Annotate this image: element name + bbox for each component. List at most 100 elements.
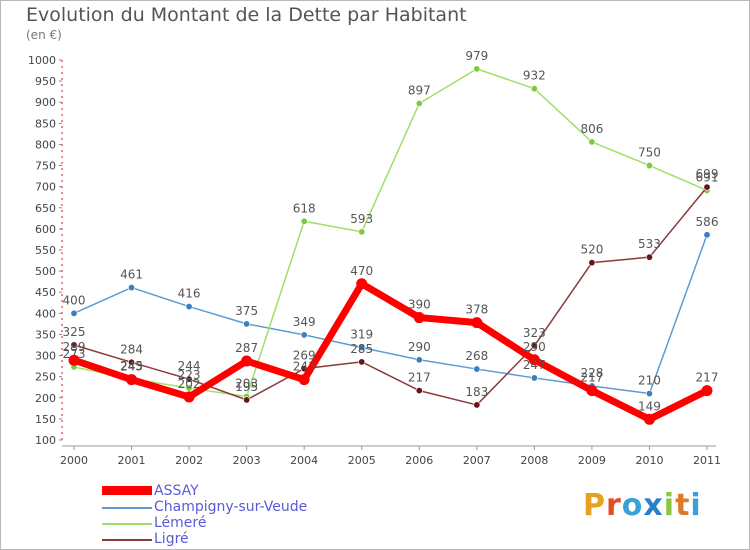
logo-letter: i [690,488,702,523]
data-point-champigny-sur-veude [415,356,423,364]
data-label-assay: 287 [235,341,258,355]
y-tick-label: 550 [35,244,56,257]
data-point-ligre [243,396,251,404]
series-line-champigny-sur-veude [73,234,708,395]
data-label-champigny-sur-veude: 461 [120,268,143,282]
data-point-ligre [703,183,711,191]
data-label-lemere: 897 [408,83,431,97]
logo-letter: P [583,488,606,523]
data-label-lemere: 618 [293,201,316,215]
data-label-assay: 289 [63,340,86,354]
data-point-lemere [185,384,193,392]
data-point-lemere [588,138,596,146]
data-label-lemere: 593 [350,212,373,226]
logo-letter: i [663,488,676,523]
data-label-lemere: 273 [63,347,86,361]
data-label-champigny-sur-veude: 247 [523,358,546,372]
data-point-champigny-sur-veude [358,344,366,352]
data-label-champigny-sur-veude: 416 [178,287,201,301]
data-point-ligre [530,342,538,350]
data-point-lemere [645,162,653,170]
data-point-champigny-sur-veude [530,374,538,382]
data-point-assay [471,317,483,329]
data-label-ligre: 183 [465,385,488,399]
data-point-assay [126,374,138,386]
data-point-champigny-sur-veude [128,284,136,292]
data-point-champigny-sur-veude [645,390,653,398]
data-label-lemere: 750 [638,146,661,160]
y-tick-label: 200 [35,392,56,405]
data-point-assay [586,385,598,397]
data-label-lemere: 223 [178,368,201,382]
x-tick-label: 2004 [290,454,318,467]
data-label-champigny-sur-veude: 349 [293,315,316,329]
data-label-assay: 217 [580,371,603,385]
x-tick-label: 2000 [60,454,88,467]
data-label-assay: 217 [696,371,719,385]
series-line-assay [70,280,711,423]
y-tick-label: 850 [35,117,56,130]
data-point-champigny-sur-veude [300,331,308,339]
data-label-champigny-sur-veude: 319 [350,328,373,342]
logo-letter: r [606,488,622,523]
data-label-ligre: 533 [638,237,661,251]
data-label-assay: 243 [293,360,316,374]
legend-label-champigny: Champigny-sur-Veude [154,499,308,515]
y-tick-label: 450 [35,286,56,299]
data-point-ligre [128,358,136,366]
data-label-lemere: 245 [120,359,143,373]
data-label-assay: 378 [465,303,488,317]
data-label-ligre: 325 [63,325,86,339]
legend-label-lemere: Lémeré [154,515,207,531]
y-tick-label: 700 [35,181,56,194]
data-label-assay: 390 [408,298,431,312]
y-tick-label: 150 [35,413,56,426]
legend-label-ligre: Ligré [154,531,189,547]
x-tick-label: 2001 [118,454,146,467]
legend-swatch-assay [102,486,152,495]
data-point-assay [183,391,195,403]
data-label-lemere: 806 [580,122,603,136]
legend-swatch-lemere [102,523,152,525]
y-tick-label: 100 [35,434,56,447]
data-label-champigny-sur-veude: 375 [235,304,258,318]
data-point-assay [528,354,540,366]
x-tick-label: 2002 [175,454,203,467]
data-point-ligre [645,253,653,261]
data-point-ligre [185,375,193,383]
y-tick-label: 650 [35,202,56,215]
data-point-champigny-sur-veude [703,231,711,239]
logo-letter: o [621,488,644,523]
y-tick-label: 300 [35,350,56,363]
data-point-ligre [415,387,423,395]
series-line-ligre [73,186,708,406]
x-tick-label: 2003 [233,454,261,467]
data-label-champigny-sur-veude: 228 [580,366,603,380]
y-tick-label: 600 [35,223,56,236]
data-label-ligre: 699 [696,167,719,181]
data-point-assay [298,374,310,386]
data-label-assay: 290 [523,340,546,354]
data-point-champigny-sur-veude [70,309,78,317]
data-point-lemere [300,217,308,225]
legend-swatch-champigny [102,507,152,509]
data-label-champigny-sur-veude: 210 [638,374,661,388]
data-label-ligre: 284 [120,342,143,356]
x-tick-label: 2005 [348,454,376,467]
data-point-champigny-sur-veude [243,320,251,328]
chart-unit: (en €) [26,28,62,42]
series-line-lemere [73,68,708,398]
data-label-lemere: 691 [696,170,719,184]
x-tick-label: 2011 [693,454,721,467]
x-tick-label: 2008 [520,454,548,467]
data-label-assay: 149 [638,399,661,413]
data-label-ligre: 285 [350,342,373,356]
data-label-champigny-sur-veude: 268 [465,349,488,363]
x-tick-label: 2006 [405,454,433,467]
data-point-assay [413,312,425,324]
data-point-champigny-sur-veude [473,365,481,373]
legend-swatch-ligre [102,539,152,541]
data-point-lemere [415,99,423,107]
y-tick-label: 900 [35,96,56,109]
data-point-lemere [358,228,366,236]
